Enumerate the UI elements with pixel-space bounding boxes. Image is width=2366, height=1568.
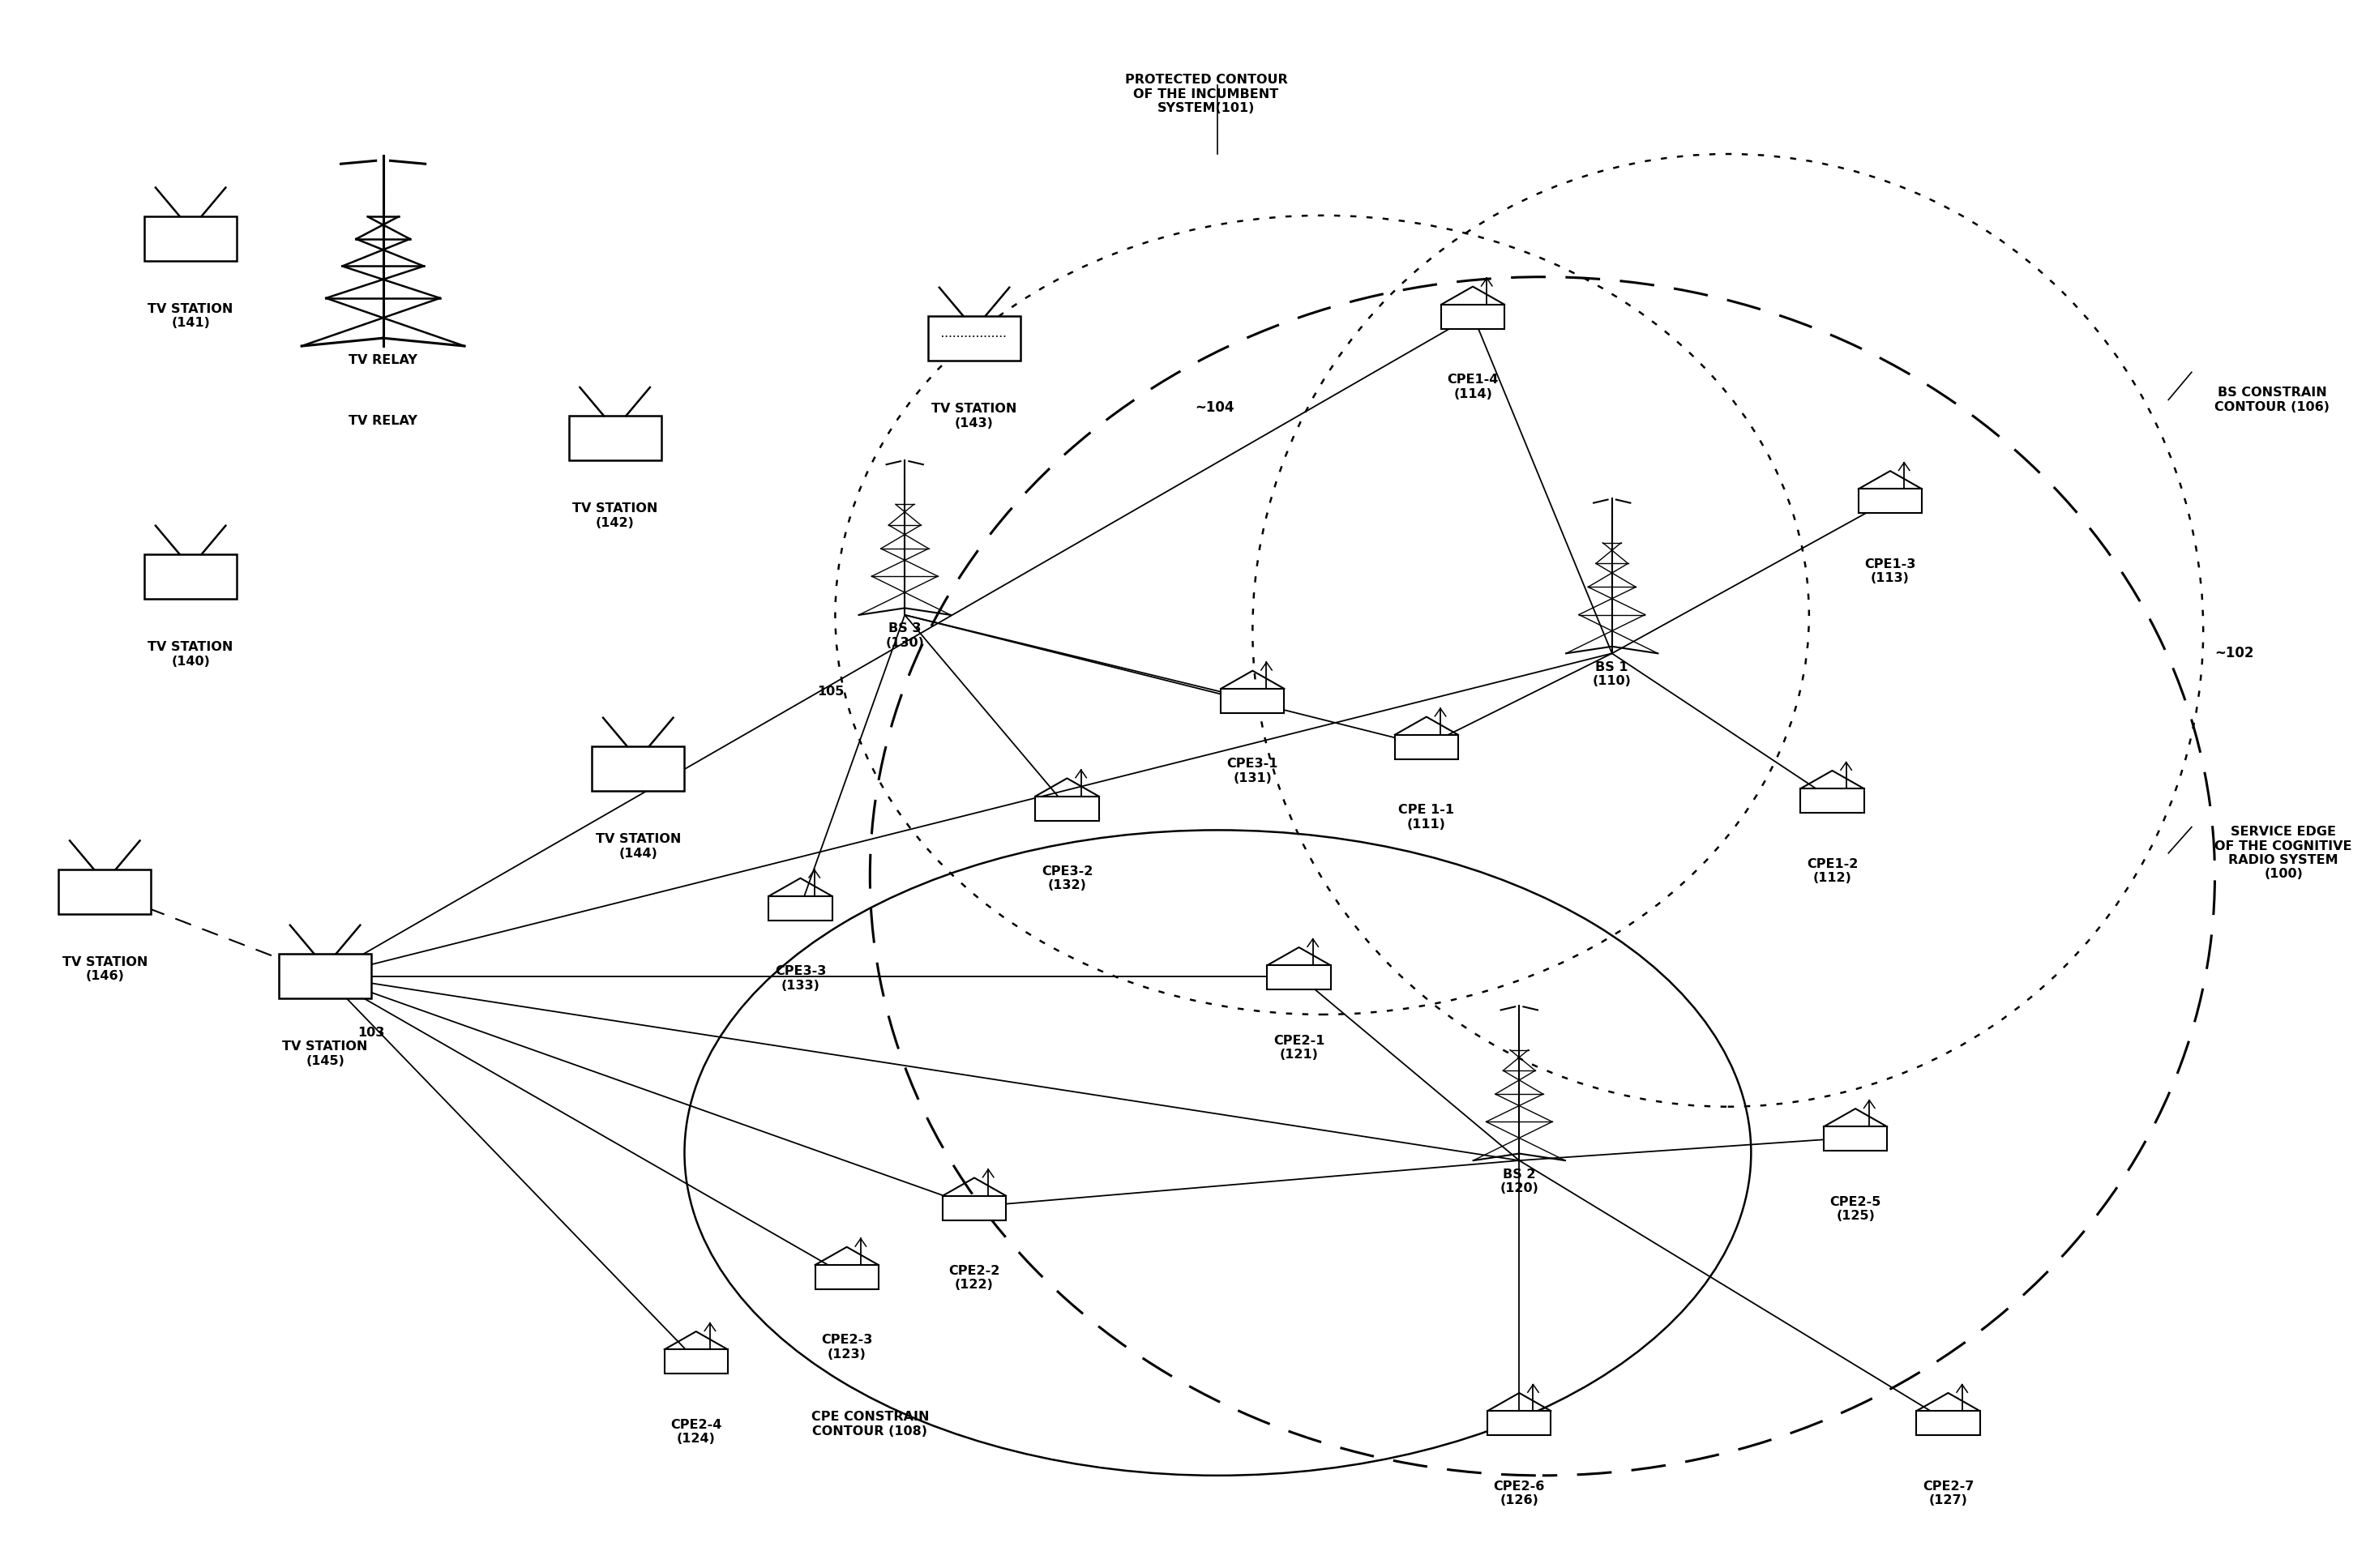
Text: TV STATION
(144): TV STATION (144): [596, 833, 681, 859]
Bar: [1268, 966, 1330, 989]
Text: CPE2-6
(126): CPE2-6 (126): [1493, 1480, 1545, 1507]
Text: CPE 1-1
(111): CPE 1-1 (111): [1398, 804, 1455, 829]
Bar: [816, 1265, 878, 1289]
Text: TV STATION
(143): TV STATION (143): [932, 403, 1017, 430]
Text: TV STATION
(140): TV STATION (140): [149, 641, 234, 668]
Text: CPE CONSTRAIN
CONTOUR (108): CPE CONSTRAIN CONTOUR (108): [812, 1411, 930, 1438]
Bar: [1860, 489, 1921, 513]
Text: BS 3
(130): BS 3 (130): [885, 622, 925, 649]
Text: CPE2-5
(125): CPE2-5 (125): [1829, 1196, 1881, 1221]
Bar: [665, 1350, 729, 1374]
Bar: [1824, 1127, 1888, 1151]
Text: CPE1-2
(112): CPE1-2 (112): [1808, 858, 1857, 884]
Text: BS 1
(110): BS 1 (110): [1592, 662, 1633, 687]
Bar: [1221, 688, 1285, 713]
FancyBboxPatch shape: [279, 953, 371, 999]
Bar: [1801, 789, 1864, 812]
Text: PROTECTED CONTOUR
OF THE INCUMBENT
SYSTEM(101): PROTECTED CONTOUR OF THE INCUMBENT SYSTE…: [1124, 74, 1287, 114]
Text: CPE1-4
(114): CPE1-4 (114): [1448, 373, 1498, 400]
FancyBboxPatch shape: [144, 216, 237, 260]
Text: CPE3-3
(133): CPE3-3 (133): [774, 966, 826, 991]
Bar: [1036, 797, 1098, 820]
Text: CPE2-2
(122): CPE2-2 (122): [949, 1265, 1001, 1290]
Text: TV STATION
(141): TV STATION (141): [149, 303, 234, 329]
FancyBboxPatch shape: [592, 746, 684, 790]
Bar: [942, 1196, 1006, 1220]
Text: TV STATION
(145): TV STATION (145): [282, 1041, 367, 1066]
Text: CPE3-2
(132): CPE3-2 (132): [1041, 866, 1093, 892]
Text: ~104: ~104: [1195, 400, 1235, 416]
Text: CPE2-4
(124): CPE2-4 (124): [670, 1419, 722, 1444]
Text: 105: 105: [816, 685, 845, 698]
Text: CPE2-7
(127): CPE2-7 (127): [1924, 1480, 1973, 1507]
Bar: [1396, 735, 1457, 759]
Text: BS CONSTRAIN
CONTOUR (106): BS CONSTRAIN CONTOUR (106): [2215, 387, 2331, 412]
Text: 103: 103: [357, 1027, 386, 1040]
FancyBboxPatch shape: [927, 317, 1020, 361]
Text: TV STATION
(142): TV STATION (142): [573, 503, 658, 528]
Text: CPE2-3
(123): CPE2-3 (123): [821, 1334, 873, 1361]
Text: BS 2
(120): BS 2 (120): [1500, 1168, 1538, 1195]
Text: TV RELAY: TV RELAY: [348, 354, 416, 365]
Text: CPE3-1
(131): CPE3-1 (131): [1228, 757, 1278, 784]
FancyBboxPatch shape: [144, 554, 237, 599]
FancyBboxPatch shape: [568, 416, 660, 461]
Bar: [1916, 1411, 1980, 1435]
Text: SERVICE EDGE
OF THE COGNITIVE
RADIO SYSTEM
(100): SERVICE EDGE OF THE COGNITIVE RADIO SYST…: [2215, 826, 2352, 880]
Text: TV RELAY: TV RELAY: [348, 416, 416, 428]
Bar: [1488, 1411, 1550, 1435]
Bar: [769, 897, 833, 920]
Bar: [1441, 304, 1505, 329]
Text: TV STATION
(146): TV STATION (146): [62, 956, 147, 983]
FancyBboxPatch shape: [59, 869, 151, 914]
Text: CPE1-3
(113): CPE1-3 (113): [1864, 558, 1916, 585]
Text: ~102: ~102: [2215, 646, 2255, 660]
Text: CPE2-1
(121): CPE2-1 (121): [1273, 1035, 1325, 1060]
